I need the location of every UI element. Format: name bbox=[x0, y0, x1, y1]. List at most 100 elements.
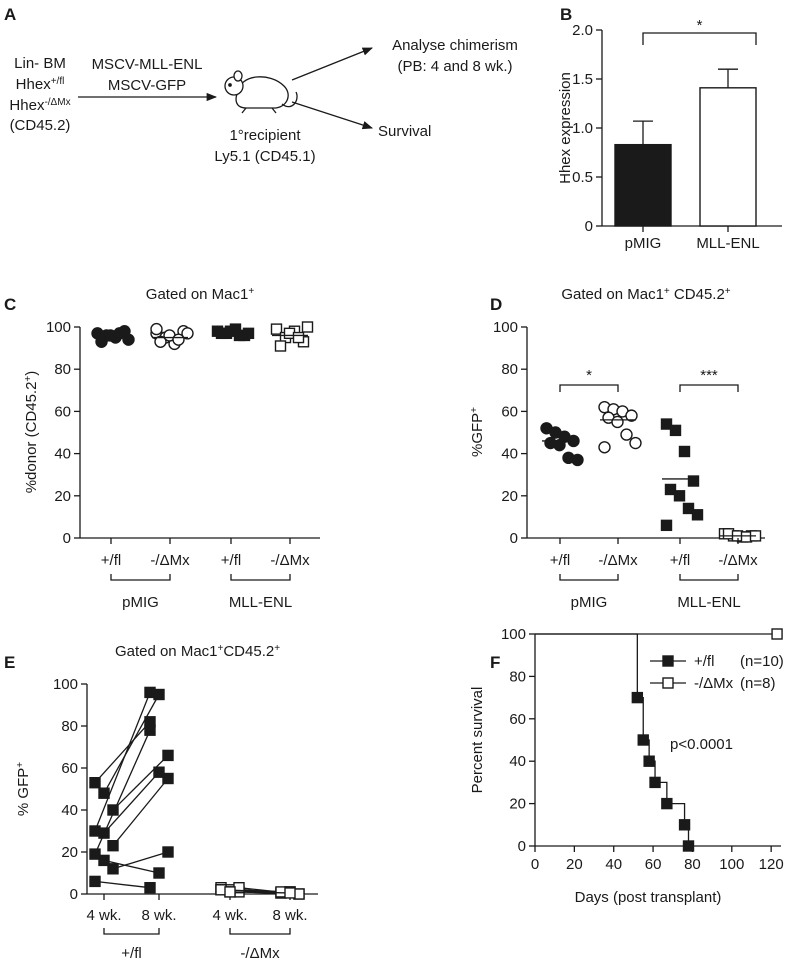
y-tick-label: 60 bbox=[501, 403, 518, 420]
y-axis-label: Percent survival bbox=[469, 687, 486, 794]
group-bracket bbox=[110, 574, 171, 581]
x-tick-label: 8 wk. bbox=[141, 907, 176, 924]
x-tick-label: -/ΔMx bbox=[270, 552, 310, 569]
group-label: MLL-ENL bbox=[229, 594, 292, 611]
text-part: %GFP bbox=[469, 413, 486, 457]
y-axis-label: %donor (CD45.2+) bbox=[23, 371, 41, 494]
superscript: + bbox=[218, 643, 224, 654]
data-point bbox=[691, 509, 704, 521]
chart-title: Gated on Mac1+CD45.2+ bbox=[115, 643, 280, 661]
chart-title: Gated on Mac1+ CD45.2+ bbox=[561, 286, 730, 304]
y-tick-label: 60 bbox=[54, 403, 71, 420]
data-point bbox=[89, 777, 101, 789]
x-tick-label: -/ΔMx bbox=[598, 552, 638, 569]
survival-step bbox=[666, 802, 686, 825]
data-point bbox=[144, 686, 156, 699]
y-tick-label: 100 bbox=[46, 319, 71, 336]
y-tick-label: 60 bbox=[509, 711, 526, 728]
y-tick-label: 40 bbox=[501, 446, 518, 463]
y-axis-label: % GFP+ bbox=[15, 762, 33, 816]
chart-title: Gated on Mac1+ bbox=[146, 286, 255, 304]
y-axis-label: Hhex expression bbox=[557, 72, 574, 184]
data-point bbox=[553, 438, 566, 452]
significance-label: *** bbox=[700, 367, 718, 384]
data-point bbox=[571, 453, 584, 467]
y-tick-label: 0 bbox=[63, 530, 71, 547]
data-point bbox=[682, 502, 695, 515]
data-point bbox=[643, 755, 655, 767]
y-tick-label: 20 bbox=[509, 796, 526, 813]
x-tick-label: pMIG bbox=[625, 235, 662, 252]
panel-letter: B bbox=[560, 5, 572, 24]
group-bracket bbox=[103, 928, 160, 935]
superscript: + bbox=[469, 407, 480, 413]
legend-marker bbox=[662, 655, 674, 667]
data-point bbox=[664, 483, 677, 496]
data-point bbox=[611, 415, 624, 429]
pair-line bbox=[94, 729, 151, 855]
source-line: Hhex+/fl bbox=[16, 76, 65, 94]
panel-letter: D bbox=[490, 295, 502, 314]
text-part: Hhex bbox=[9, 97, 45, 114]
data-point bbox=[284, 887, 296, 899]
panel-letter: C bbox=[4, 295, 16, 314]
y-tick-label: 1.5 bbox=[572, 71, 593, 88]
x-tick-label: MLL-ENL bbox=[696, 235, 759, 252]
x-tick-label: +/fl bbox=[101, 552, 121, 569]
text-part: %donor (CD45.2 bbox=[23, 382, 40, 494]
pair-line bbox=[112, 851, 169, 870]
pair-line bbox=[94, 721, 151, 784]
data-point bbox=[771, 628, 783, 640]
superscript: + bbox=[725, 286, 731, 297]
pair-line bbox=[94, 692, 151, 832]
x-tick-label: 4 wk. bbox=[212, 907, 247, 924]
data-point bbox=[678, 819, 691, 831]
y-tick-label: 0 bbox=[510, 530, 518, 547]
y-tick-label: 20 bbox=[61, 844, 78, 861]
pair-line bbox=[112, 754, 169, 811]
text-part: Hhex bbox=[16, 76, 52, 93]
data-point bbox=[181, 327, 194, 340]
y-tick-label: 80 bbox=[501, 361, 518, 378]
data-point bbox=[162, 846, 174, 858]
bar bbox=[614, 143, 672, 227]
data-point bbox=[631, 691, 644, 704]
y-tick-label: 20 bbox=[54, 488, 71, 505]
data-point bbox=[162, 749, 174, 762]
data-point bbox=[89, 848, 101, 860]
data-point bbox=[150, 322, 163, 336]
legend-label: +/fl bbox=[694, 653, 714, 670]
x-tick-label: 120 bbox=[759, 856, 784, 873]
x-tick-label: 60 bbox=[645, 856, 662, 873]
x-tick-label: +/fl bbox=[221, 552, 241, 569]
data-point bbox=[669, 424, 682, 437]
pair-line bbox=[229, 891, 291, 894]
text-part: CD45.2 bbox=[670, 286, 725, 303]
y-tick-label: 40 bbox=[61, 802, 78, 819]
x-axis-label: Days (post transplant) bbox=[575, 889, 722, 906]
significance-bracket bbox=[642, 32, 757, 45]
panel-letter: F bbox=[490, 653, 500, 672]
y-tick-label: 60 bbox=[61, 760, 78, 777]
group-label: pMIG bbox=[122, 594, 159, 611]
data-point bbox=[661, 797, 673, 810]
legend-marker bbox=[662, 677, 674, 689]
data-point bbox=[301, 321, 314, 333]
pair-line bbox=[103, 771, 160, 834]
source-line: (CD45.2) bbox=[10, 117, 71, 134]
data-point bbox=[598, 441, 611, 454]
pair-line bbox=[112, 778, 169, 847]
panel-a: A Lin- BM Hhex+/fl Hhex-/ΔMx (CD45.2) MS… bbox=[4, 5, 518, 165]
data-point bbox=[153, 766, 165, 778]
pair-line bbox=[103, 859, 160, 874]
text-part: Gated on Mac1 bbox=[115, 643, 218, 660]
panel-letter: E bbox=[4, 653, 15, 672]
y-tick-label: 20 bbox=[501, 488, 518, 505]
data-point bbox=[270, 323, 283, 335]
text-part: Gated on Mac1 bbox=[146, 286, 249, 303]
data-point bbox=[95, 335, 108, 348]
superscript: + bbox=[15, 762, 26, 768]
y-tick-label: 40 bbox=[509, 753, 526, 770]
text-part: % GFP bbox=[15, 768, 32, 816]
